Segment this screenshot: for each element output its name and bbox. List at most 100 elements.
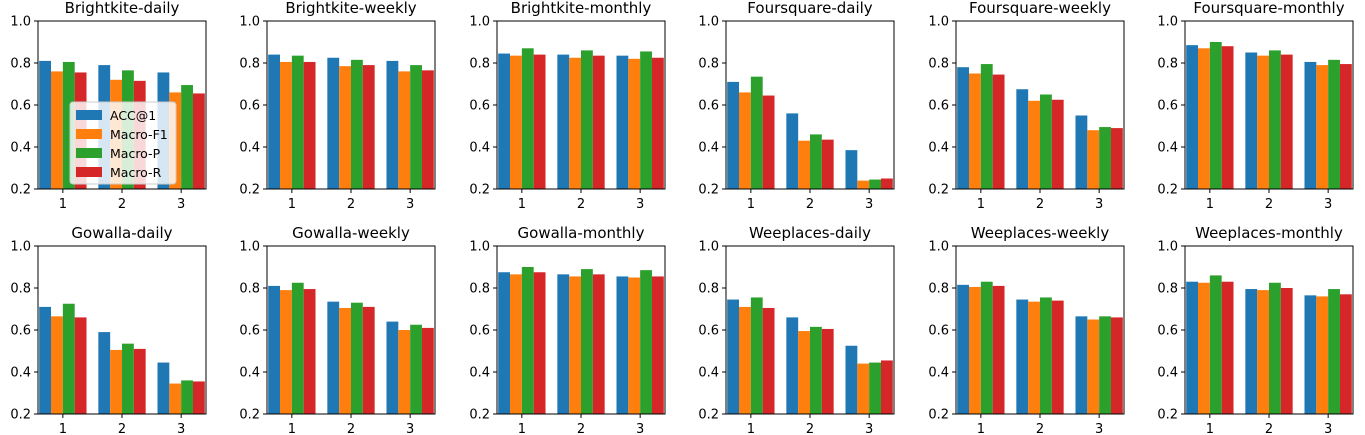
x-tick-label: 1	[747, 197, 755, 212]
legend-swatch	[76, 129, 102, 139]
x-tick-label: 3	[406, 422, 414, 435]
y-tick-label: 0.2	[1157, 408, 1178, 423]
bar	[1110, 317, 1123, 414]
bar	[1269, 50, 1281, 190]
bar	[1051, 300, 1064, 414]
y-tick-label: 0.2	[10, 183, 31, 198]
y-tick-label: 0.8	[10, 57, 31, 72]
panel-title: Foursquare-monthly	[1193, 0, 1344, 17]
x-tick-label: 1	[977, 197, 985, 212]
bar	[750, 76, 763, 189]
y-tick-label: 0.2	[469, 408, 490, 423]
bar	[739, 306, 751, 414]
y-tick-label: 0.6	[1157, 324, 1178, 339]
y-tick-label: 1.0	[469, 15, 490, 30]
bar	[640, 270, 652, 414]
bar	[98, 332, 111, 414]
bar	[1198, 48, 1210, 189]
legend: ACC@1 Macro-F1 Macro-P Macro-R	[69, 101, 177, 185]
bar	[810, 134, 822, 189]
bar	[192, 381, 205, 414]
bar	[592, 55, 605, 190]
bar	[122, 343, 134, 414]
bar	[969, 286, 981, 414]
bar	[1040, 94, 1052, 189]
panel-title: Foursquare-daily	[747, 0, 873, 17]
bar	[1328, 289, 1340, 414]
x-tick-label: 1	[59, 197, 67, 212]
bar	[1304, 295, 1317, 414]
panel-title: Brightkite-monthly	[511, 0, 652, 17]
bar	[351, 302, 363, 414]
y-tick-label: 0.2	[469, 183, 490, 198]
panel-title: Weeplaces-monthly	[1195, 224, 1343, 242]
bar	[651, 57, 664, 189]
bar	[39, 60, 52, 190]
bar	[398, 71, 411, 189]
bar	[762, 95, 775, 189]
bar	[74, 317, 87, 414]
panel: 0.2 0.4 0.6 0.8 1.0 1 2 3 Weeplaces-daily	[698, 224, 895, 435]
panel: 0.2 0.4 0.6 0.8 1.0 1 2 3 Gowalla-daily	[10, 224, 207, 435]
bar	[280, 290, 292, 414]
x-tick-label: 2	[1265, 197, 1273, 212]
bar	[1257, 55, 1269, 190]
x-tick-label: 3	[636, 197, 644, 212]
bar	[327, 57, 340, 189]
bar	[521, 48, 534, 189]
bar	[362, 65, 375, 189]
bar	[1339, 294, 1352, 414]
bar	[62, 303, 75, 414]
y-tick-label: 0.8	[1157, 282, 1178, 297]
bar	[268, 54, 281, 189]
bar	[157, 362, 170, 414]
bar	[327, 301, 340, 414]
bar	[421, 70, 434, 189]
x-tick-label: 2	[806, 197, 814, 212]
bar	[39, 306, 52, 414]
x-tick-label: 2	[577, 422, 585, 435]
bar	[1221, 46, 1234, 190]
y-tick-label: 1.0	[928, 15, 949, 30]
y-tick-label: 0.6	[698, 324, 719, 339]
bar	[339, 66, 351, 189]
bar	[1328, 59, 1340, 189]
bar	[398, 330, 411, 414]
x-tick-label: 2	[1036, 197, 1044, 212]
bar	[1280, 288, 1293, 414]
bar	[557, 274, 570, 414]
legend-swatch	[76, 148, 102, 158]
panel-title: Gowalla-weekly	[292, 224, 410, 242]
bar	[533, 54, 546, 189]
x-tick-label: 1	[747, 422, 755, 435]
bar	[181, 85, 193, 189]
x-tick-label: 1	[518, 197, 526, 212]
bar	[1075, 316, 1088, 414]
bar	[727, 81, 740, 189]
panel: 0.2 0.4 0.6 0.8 1.0 1 2 3 Foursquare-monthly	[1157, 0, 1354, 212]
bar	[303, 289, 316, 414]
y-tick-label: 0.8	[698, 57, 719, 72]
bar	[845, 345, 858, 414]
legend-swatch	[76, 110, 102, 120]
bar	[739, 92, 751, 189]
panel: 0.2 0.4 0.6 0.8 1.0 1 2 3 Brightkite-weekly	[239, 0, 436, 212]
bar	[421, 327, 434, 414]
bar	[992, 285, 1005, 414]
y-tick-label: 1.0	[928, 240, 949, 255]
bar	[798, 331, 810, 414]
bar	[362, 306, 375, 414]
y-tick-label: 0.8	[1157, 57, 1178, 72]
y-tick-label: 1.0	[1157, 240, 1178, 255]
bar	[1016, 299, 1029, 414]
bar	[133, 348, 146, 414]
panel: 0.2 0.4 0.6 0.8 1.0 1 2 3 Gowalla-weekly	[239, 224, 436, 435]
bar	[1280, 54, 1293, 189]
bar	[651, 276, 664, 414]
bar	[628, 58, 641, 189]
y-tick-label: 1.0	[239, 240, 260, 255]
y-tick-label: 0.8	[928, 282, 949, 297]
x-tick-label: 3	[1095, 422, 1103, 435]
y-tick-label: 0.4	[928, 366, 949, 381]
x-tick-label: 3	[865, 197, 873, 212]
